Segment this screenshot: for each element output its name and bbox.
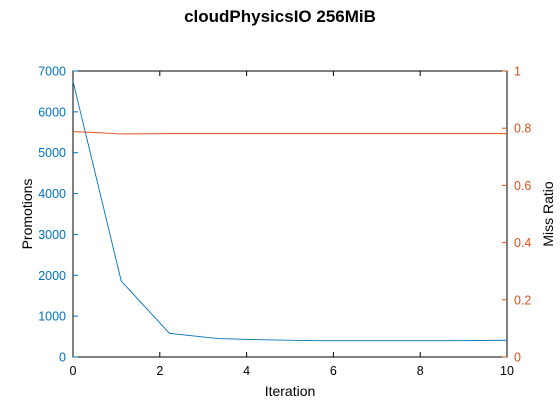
y-left-tick-label: 7000 [38,65,66,79]
y-left-tick-label: 3000 [38,228,66,242]
x-tick-label: 10 [500,364,514,378]
y-right-tick-label: 0 [514,351,521,365]
plot-frame [72,70,508,358]
chart-title: cloudPhysicsIO 256MiB [184,7,376,26]
y-axis-right-ticks: 0 0.2 0.4 0.6 0.8 1 [502,65,531,365]
y-right-tick-label: 0.6 [514,179,531,193]
x-axis-label: Iteration [265,383,316,399]
y-left-tick-label: 2000 [38,269,66,283]
series-line-promotions [72,81,508,342]
x-tick-label: 4 [243,364,250,378]
y-axis-right-label: Miss Ratio [540,181,556,247]
x-tick-label: 0 [70,364,77,378]
x-tick-label: 6 [330,364,337,378]
y-left-tick-label: 5000 [38,146,66,160]
y-axis-left-label: Promotions [19,179,35,250]
y-right-tick-label: 0.2 [514,293,531,307]
x-axis-ticks: 0 2 4 6 8 10 [70,71,514,378]
series-group [72,81,508,342]
series-line-miss-ratio [72,131,507,135]
y-left-tick-label: 0 [59,351,66,365]
x-tick-label: 2 [156,364,163,378]
y-right-tick-label: 0.4 [514,236,531,250]
y-left-tick-label: 1000 [38,310,66,324]
y-right-tick-label: 0.8 [514,122,531,136]
x-tick-label: 8 [417,364,424,378]
y-right-tick-label: 1 [514,65,521,79]
y-left-tick-label: 6000 [38,105,66,119]
y-axis-left-ticks: 0 1000 2000 3000 4000 5000 6000 7000 [38,65,78,365]
y-left-tick-label: 4000 [38,187,66,201]
